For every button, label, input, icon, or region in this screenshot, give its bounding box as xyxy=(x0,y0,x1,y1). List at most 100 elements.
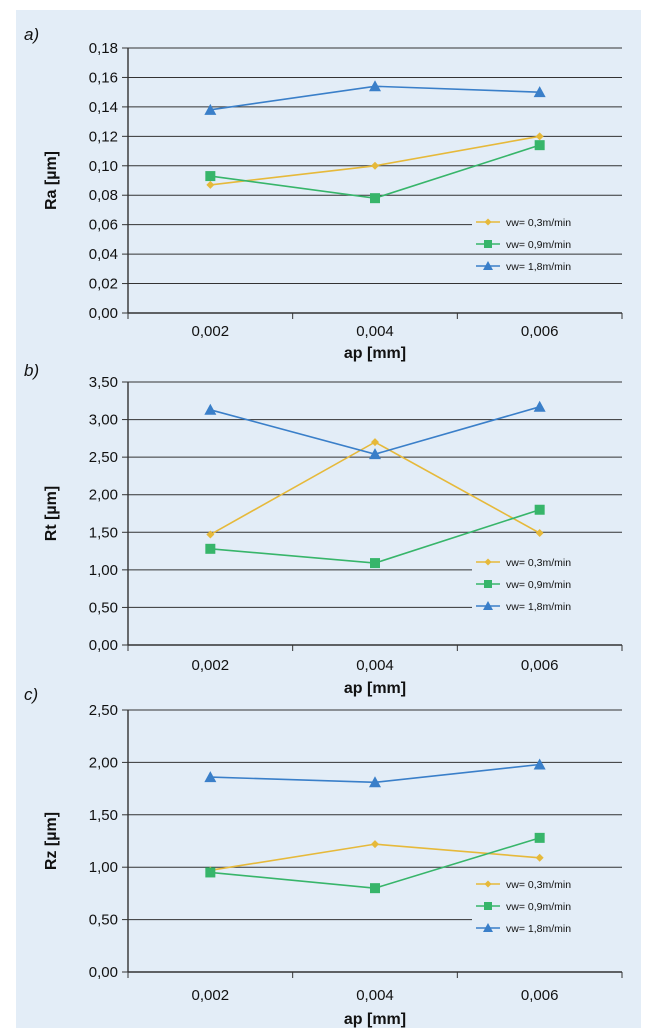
legend-label: vw= 0,9m/min xyxy=(506,239,571,251)
y-tick-label: 0,00 xyxy=(89,305,118,322)
data-point xyxy=(204,771,217,783)
x-tick-label: 0,002 xyxy=(192,323,230,340)
legend-label: vw= 1,8m/min xyxy=(506,923,571,935)
y-tick-label: 3,00 xyxy=(89,412,118,429)
legend-label: vw= 1,8m/min xyxy=(506,601,571,613)
y-tick-label: 1,50 xyxy=(89,524,118,541)
y-tick-label: 0,02 xyxy=(89,276,118,293)
y-axis-label: Ra [µm] xyxy=(43,151,60,210)
y-tick-label: 0,12 xyxy=(89,128,118,145)
y-tick-label: 1,00 xyxy=(89,859,118,876)
y-tick-label: 0,16 xyxy=(89,69,118,86)
data-point xyxy=(206,180,215,189)
data-point xyxy=(371,840,379,849)
data-point xyxy=(205,171,216,182)
x-tick-label: 0,004 xyxy=(356,657,394,674)
chart-c: c) 0,00 0,50 1,00 1,50 2,00 2,50 0,002 0,004 0,00… xyxy=(24,685,623,1028)
data-point xyxy=(370,558,380,569)
x-axis-label: ap [mm] xyxy=(344,345,406,362)
legend-label: vw= 0,3m/min xyxy=(506,217,571,229)
figure-panel: a) 0,00 0,02 0,04 0,06 0,08 0,10 0,12 0,14 0,16 0,… xyxy=(16,10,641,1028)
legend-label: vw= 0,3m/min xyxy=(506,879,571,891)
chart-b: b) 0,00 0,50 1,00 1,50 2,00 2,50 3,00 3,50 0,002 0… xyxy=(24,361,623,697)
data-point xyxy=(533,400,546,412)
data-point xyxy=(204,103,217,115)
data-point xyxy=(370,193,380,204)
legend-bg xyxy=(472,597,622,615)
legend-marker xyxy=(483,601,493,610)
legend-bg xyxy=(472,897,622,915)
x-tick-label: 0,004 xyxy=(356,323,394,340)
legend-bg xyxy=(472,553,622,571)
data-point xyxy=(370,883,380,894)
data-point xyxy=(369,776,381,788)
y-tick-label: 2,00 xyxy=(89,487,118,504)
legend-label: vw= 0,9m/min xyxy=(506,901,571,913)
legend-marker xyxy=(484,880,492,888)
data-point xyxy=(371,161,379,170)
data-point xyxy=(369,80,381,92)
data-point xyxy=(535,853,544,862)
x-tick-label: 0,006 xyxy=(521,323,559,340)
legend: vw= 0,3m/min vw= 0,9m/min vw= 1,8m/min xyxy=(472,553,622,615)
data-point xyxy=(534,140,545,151)
y-tick-label: 0,50 xyxy=(89,912,118,929)
legend: vw= 0,3m/min vw= 0,9m/min vw= 1,8m/min xyxy=(472,213,622,275)
panel-label: c) xyxy=(24,685,38,704)
data-point xyxy=(205,867,216,878)
y-tick-label: 2,00 xyxy=(89,754,118,771)
y-tick-label: 0,00 xyxy=(89,637,118,654)
data-point xyxy=(535,132,544,141)
data-point xyxy=(534,832,545,843)
chart-a: a) 0,00 0,02 0,04 0,06 0,08 0,10 0,12 0,14 0,16 0,… xyxy=(24,25,623,362)
y-tick-label: 3,50 xyxy=(89,374,118,391)
panel-label: b) xyxy=(24,361,39,380)
legend-marker xyxy=(484,580,492,588)
data-point xyxy=(534,504,545,515)
series-line xyxy=(210,406,540,455)
x-tick-label: 0,006 xyxy=(521,987,559,1004)
x-axis-label: ap [mm] xyxy=(344,1011,406,1028)
y-tick-label: 2,50 xyxy=(89,702,118,719)
legend-label: vw= 0,3m/min xyxy=(506,557,571,569)
x-tick-label: 0,002 xyxy=(192,987,230,1004)
data-point xyxy=(535,529,544,538)
y-tick-label: 0,00 xyxy=(89,964,118,981)
data-point xyxy=(369,448,381,460)
legend-bg xyxy=(472,575,622,593)
y-axis-label: Rt [µm] xyxy=(43,486,60,541)
legend-bg xyxy=(472,875,622,893)
y-tick-label: 0,18 xyxy=(89,40,118,57)
y-tick-label: 0,50 xyxy=(89,599,118,616)
data-point xyxy=(371,438,379,447)
legend-marker xyxy=(483,261,493,270)
series-line xyxy=(210,144,540,199)
x-tick-label: 0,004 xyxy=(356,987,394,1004)
y-tick-label: 1,00 xyxy=(89,562,118,579)
y-tick-label: 0,14 xyxy=(89,99,118,116)
legend-label: vw= 0,9m/min xyxy=(506,579,571,591)
data-point xyxy=(206,530,215,539)
x-tick-label: 0,006 xyxy=(521,657,559,674)
data-point xyxy=(533,758,546,770)
legend: vw= 0,3m/min vw= 0,9m/min vw= 1,8m/min xyxy=(472,875,622,937)
data-point xyxy=(204,403,217,415)
x-axis-label: ap [mm] xyxy=(344,680,406,697)
y-tick-label: 0,04 xyxy=(89,246,118,263)
data-point xyxy=(533,86,546,98)
legend-marker xyxy=(484,902,492,910)
legend-marker xyxy=(483,923,493,932)
legend-bg xyxy=(472,213,622,231)
y-tick-label: 2,50 xyxy=(89,449,118,466)
legend-bg xyxy=(472,235,622,253)
charts-svg: a) 0,00 0,02 0,04 0,06 0,08 0,10 0,12 0,14 0,16 0,… xyxy=(24,25,623,1028)
y-tick-label: 0,08 xyxy=(89,187,118,204)
data-point xyxy=(205,543,216,554)
y-tick-label: 1,50 xyxy=(89,807,118,824)
legend-label: vw= 1,8m/min xyxy=(506,261,571,273)
legend-marker xyxy=(484,218,492,226)
x-tick-label: 0,002 xyxy=(192,657,230,674)
legend-marker xyxy=(484,558,492,566)
y-axis-label: Rz [µm] xyxy=(43,812,60,870)
panel-label: a) xyxy=(24,25,39,44)
